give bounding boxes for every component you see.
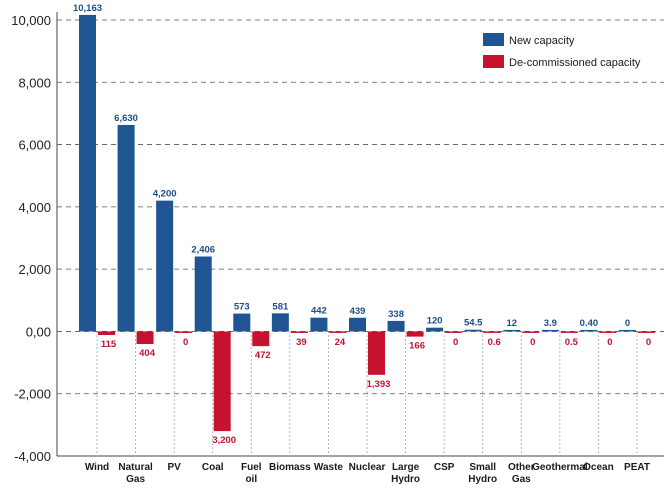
x-category-label: CSP (434, 462, 455, 473)
bar-new-capacity (156, 200, 174, 332)
x-category-label: Small (469, 462, 496, 473)
bar-new-capacity (271, 313, 289, 332)
bar-new-capacity (503, 329, 521, 332)
legend-label-decommissioned-capacity: De-commissioned capacity (509, 57, 641, 69)
bar-decommissioned-capacity (599, 331, 617, 333)
bar-decommissioned-capacity (406, 331, 424, 337)
data-label-decommissioned-capacity: 166 (409, 341, 425, 352)
x-category-label: PEAT (624, 462, 650, 473)
y-tick-label: 10,000 (11, 13, 51, 28)
x-category-label: Hydro (391, 474, 420, 485)
bar-new-capacity (233, 313, 251, 332)
data-label-decommissioned-capacity: 0 (607, 337, 612, 348)
y-tick-label: -4,000 (14, 449, 51, 464)
y-tick-label: 2,000 (18, 262, 51, 277)
data-label-new-capacity: 6,630 (114, 113, 138, 124)
data-label-new-capacity: 3.9 (544, 318, 557, 329)
x-category-label: oil (245, 474, 257, 485)
x-category-label: Nuclear (349, 462, 386, 473)
bar-new-capacity (310, 317, 328, 332)
data-label-decommissioned-capacity: 404 (139, 348, 156, 359)
bar-new-capacity (580, 329, 598, 332)
y-tick-label: 4,000 (18, 200, 51, 215)
data-label-decommissioned-capacity: 0 (530, 337, 535, 348)
x-category-label: Biomass (269, 462, 311, 473)
bar-decommissioned-capacity (213, 331, 231, 432)
bar-new-capacity (387, 320, 405, 332)
bar-decommissioned-capacity (638, 331, 655, 333)
data-label-decommissioned-capacity: 0 (453, 337, 458, 348)
data-label-decommissioned-capacity: 115 (101, 339, 117, 350)
x-category-label: Geothermal (532, 462, 588, 473)
data-label-decommissioned-capacity: 24 (335, 337, 346, 348)
data-label-decommissioned-capacity: 1,393 (367, 379, 391, 390)
bar-decommissioned-capacity (290, 331, 308, 333)
x-category-label: Gas (512, 474, 531, 485)
x-category-label: Large (392, 462, 420, 473)
x-category-label: Ocean (583, 462, 614, 473)
x-category-label: Fuel (241, 462, 262, 473)
bar-decommissioned-capacity (252, 331, 270, 347)
data-label-decommissioned-capacity: 472 (255, 350, 271, 361)
x-category-label: Natural (118, 462, 153, 473)
data-label-new-capacity: 439 (350, 306, 366, 317)
data-label-decommissioned-capacity: 0.6 (488, 337, 501, 348)
y-tick-label: 8,000 (18, 75, 51, 90)
data-label-new-capacity: 0.40 (580, 318, 599, 329)
y-tick-label: -2,000 (14, 387, 51, 402)
bar-new-capacity (464, 329, 482, 332)
y-axis-tick-labels: 10,000 8,000 6,000 4,000 2,000 0,00 -2,000 -4,0… (11, 13, 51, 464)
bar-decommissioned-capacity (98, 331, 115, 336)
data-label-decommissioned-capacity: 0 (646, 337, 651, 348)
legend-swatch-new-capacity (483, 33, 504, 46)
data-label-new-capacity: 4,200 (153, 189, 177, 200)
y-tick-label: 0,00 (26, 324, 51, 339)
x-category-label: Coal (202, 462, 224, 473)
bar-decommissioned-capacity (445, 331, 463, 333)
legend-label-new-capacity: New capacity (509, 35, 575, 47)
data-label-new-capacity: 338 (388, 309, 404, 320)
y-tick-label: 6,000 (18, 138, 51, 153)
bar-new-capacity (194, 256, 212, 332)
grid-layer (56, 12, 664, 457)
bar-new-capacity (619, 329, 636, 332)
data-label-new-capacity: 54.5 (464, 318, 483, 329)
value-labels-layer: 10,163 115 6,630 404 4,200 0 2,406 3,200 573 472 5… (73, 3, 651, 446)
bar-new-capacity (541, 329, 559, 332)
x-category-label: Other (508, 462, 535, 473)
bar-decommissioned-capacity (522, 331, 540, 333)
data-label-new-capacity: 12 (506, 318, 517, 329)
bar-new-capacity (349, 317, 366, 332)
data-label-decommissioned-capacity: 39 (296, 337, 307, 348)
bar-decommissioned-capacity (175, 331, 193, 333)
data-label-decommissioned-capacity: 3,200 (212, 435, 236, 446)
bar-decommissioned-capacity (368, 331, 385, 375)
bar-decommissioned-capacity (136, 331, 154, 345)
data-label-new-capacity: 442 (311, 306, 327, 317)
x-category-label: PV (167, 462, 181, 473)
data-label-decommissioned-capacity: 0.5 (565, 337, 579, 348)
data-label-new-capacity: 0 (625, 318, 630, 329)
bar-decommissioned-capacity (483, 331, 501, 333)
data-label-new-capacity: 581 (272, 301, 289, 312)
data-label-new-capacity: 120 (427, 316, 443, 327)
x-category-label: Waste (314, 462, 344, 473)
bar-decommissioned-capacity (329, 331, 347, 333)
bar-new-capacity (117, 124, 135, 332)
bar-new-capacity (426, 327, 444, 332)
data-label-decommissioned-capacity: 0 (183, 337, 188, 348)
data-label-new-capacity: 10,163 (73, 3, 102, 14)
data-label-new-capacity: 573 (234, 302, 250, 313)
data-label-new-capacity: 2,406 (191, 244, 215, 255)
bar-decommissioned-capacity (560, 331, 578, 333)
legend-swatch-decommissioned-capacity (483, 55, 504, 68)
x-category-label: Hydro (468, 474, 497, 485)
legend: New capacity De-commissioned capacity (483, 33, 641, 69)
bar-new-capacity (79, 14, 96, 332)
bars-layer (79, 14, 655, 432)
x-category-label: Gas (126, 474, 145, 485)
x-category-label: Wind (85, 462, 109, 473)
